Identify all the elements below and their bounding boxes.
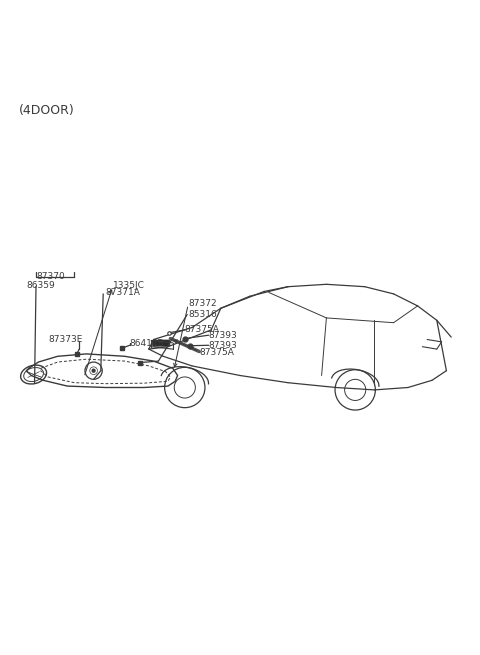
Text: 1335JC: 1335JC	[113, 281, 144, 290]
Text: (4DOOR): (4DOOR)	[19, 104, 75, 117]
Circle shape	[92, 369, 95, 372]
Text: 87393: 87393	[209, 331, 238, 340]
Text: 87375A: 87375A	[199, 348, 234, 357]
Text: 85316: 85316	[188, 310, 217, 318]
FancyBboxPatch shape	[153, 340, 170, 346]
Text: 87370: 87370	[36, 272, 65, 280]
Text: 87393: 87393	[209, 341, 238, 350]
Text: 86359: 86359	[26, 281, 55, 290]
Text: 86414B: 86414B	[130, 339, 164, 348]
Text: 87373E: 87373E	[48, 335, 83, 344]
Text: 87372: 87372	[188, 299, 217, 309]
Text: 87371A: 87371A	[106, 288, 141, 297]
Text: 87375A: 87375A	[185, 326, 220, 335]
